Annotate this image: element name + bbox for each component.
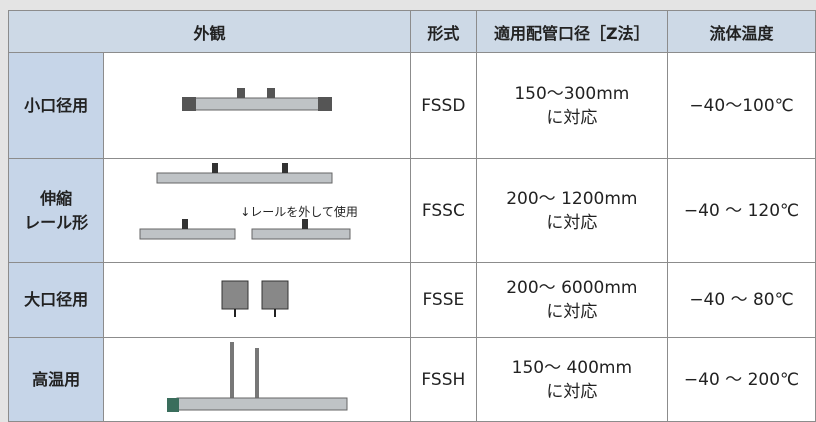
label-line: 伸縮 bbox=[40, 188, 73, 208]
label-line: 小口径用 bbox=[24, 95, 89, 115]
label-line: レール形 bbox=[24, 212, 89, 232]
header-cell: 形式 bbox=[410, 10, 477, 53]
image-cell bbox=[103, 337, 412, 422]
temp-cell: −40〜100℃ bbox=[667, 52, 816, 159]
row: 高温用 FSSH 150〜 400mm に対応 −40 〜 200℃ bbox=[7, 337, 816, 422]
model-cell: FSSD bbox=[410, 52, 477, 159]
sensor-image bbox=[221, 280, 289, 317]
image-cell bbox=[103, 262, 412, 338]
header-cell: 適用配管口径［Z法］ bbox=[475, 10, 669, 53]
row-label: 伸縮 レール形 bbox=[7, 158, 105, 263]
row-label: 大口径用 bbox=[7, 262, 105, 338]
diameter-line: 200〜 1200mm bbox=[506, 188, 638, 209]
sensor-image bbox=[139, 163, 351, 240]
image-cell: ↓レールを外して使用 bbox=[103, 158, 412, 263]
diameter-line: 150〜300mm bbox=[514, 83, 630, 104]
row: 大口径用 FSSE 200〜 6000mm に対応 −40 〜 80℃ bbox=[7, 262, 816, 338]
image-cell bbox=[103, 52, 412, 159]
diameter-line: 200〜 6000mm bbox=[506, 278, 638, 298]
model-cell: FSSC bbox=[410, 158, 477, 263]
sensor-image bbox=[167, 342, 348, 412]
diameter-cell: 200〜 1200mm に対応 bbox=[475, 158, 669, 263]
temp-cell: −40 〜 80℃ bbox=[667, 262, 816, 338]
header-cell: 流体温度 bbox=[667, 10, 816, 53]
diameter-line: 150〜 400mm bbox=[511, 357, 633, 378]
header-cell: 外観 bbox=[7, 10, 412, 53]
diameter-line: に対応 bbox=[546, 212, 598, 233]
temp-cell: −40 〜 200℃ bbox=[667, 337, 816, 422]
diameter-line: に対応 bbox=[546, 381, 598, 402]
row: 伸縮レール形 ↓レールを外して使用 FSSC 200〜 1200mm に対応 −4… bbox=[7, 158, 816, 263]
row-label: 高温用 bbox=[7, 337, 105, 422]
sensor-image bbox=[182, 88, 333, 111]
spec-table: 外観 形式 適用配管口径［Z法］ 流体温度 小口径用 FSSD 150〜300m… bbox=[7, 10, 816, 422]
diameter-line: に対応 bbox=[546, 107, 598, 128]
row-label: 小口径用 bbox=[7, 52, 105, 159]
note: ↓レールを外して使用 bbox=[240, 205, 358, 219]
diameter-cell: 150〜300mm に対応 bbox=[475, 52, 669, 159]
label-line: 大口径用 bbox=[24, 290, 89, 309]
model-cell: FSSE bbox=[410, 262, 477, 338]
diameter-line: に対応 bbox=[546, 302, 598, 322]
label-line: 高温用 bbox=[32, 369, 81, 389]
model-cell: FSSH bbox=[410, 337, 477, 422]
diameter-cell: 150〜 400mm に対応 bbox=[475, 337, 669, 422]
row: 小口径用 FSSD 150〜300mm に対応 −40〜100℃ bbox=[7, 52, 816, 159]
temp-cell: −40 〜 120℃ bbox=[667, 158, 816, 263]
diameter-cell: 200〜 6000mm に対応 bbox=[475, 262, 669, 338]
header-row: 外観 形式 適用配管口径［Z法］ 流体温度 bbox=[7, 10, 816, 53]
